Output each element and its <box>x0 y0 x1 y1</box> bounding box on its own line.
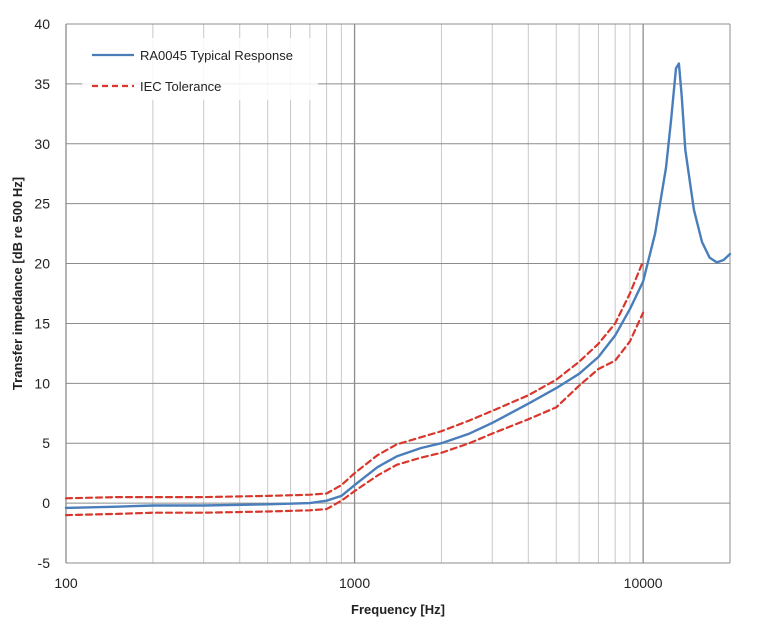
legend-label-0: RA0045 Typical Response <box>140 48 293 63</box>
x-tick-label: 1000 <box>339 575 370 591</box>
series-line-iec-tolerance-2 <box>64 311 645 517</box>
y-tick-label: 35 <box>34 76 50 92</box>
y-tick-label: 40 <box>34 16 50 32</box>
y-tick-label: 20 <box>34 256 50 272</box>
minor-grid <box>152 24 631 563</box>
x-tick-label: 100 <box>54 575 78 591</box>
y-axis-title: Transfer impedance [dB re 500 Hz] <box>10 177 25 390</box>
series-layer <box>64 62 732 517</box>
y-tick-label: 25 <box>34 196 50 212</box>
y-tick-label: 30 <box>34 136 50 152</box>
x-axis-title: Frequency [Hz] <box>351 602 445 617</box>
legend-background <box>82 38 318 100</box>
y-tick-label: 10 <box>34 375 50 391</box>
y-tick-label: 15 <box>34 315 50 331</box>
y-tick-label: 0 <box>42 495 50 511</box>
series-line-typical-response <box>64 62 732 510</box>
tick-labels: -5 0 5 10 15 20 25 30 35 40 100 1000 10000 <box>34 16 662 591</box>
legend-label-1: IEC Tolerance <box>140 79 221 94</box>
legend: RA0045 Typical Response IEC Tolerance <box>82 38 318 100</box>
x-tick-label: 10000 <box>624 575 663 591</box>
series-line-iec-tolerance-1 <box>64 260 645 500</box>
y-tick-label: -5 <box>38 555 51 571</box>
major-grid <box>65 23 731 564</box>
y-tick-label: 5 <box>42 435 50 451</box>
